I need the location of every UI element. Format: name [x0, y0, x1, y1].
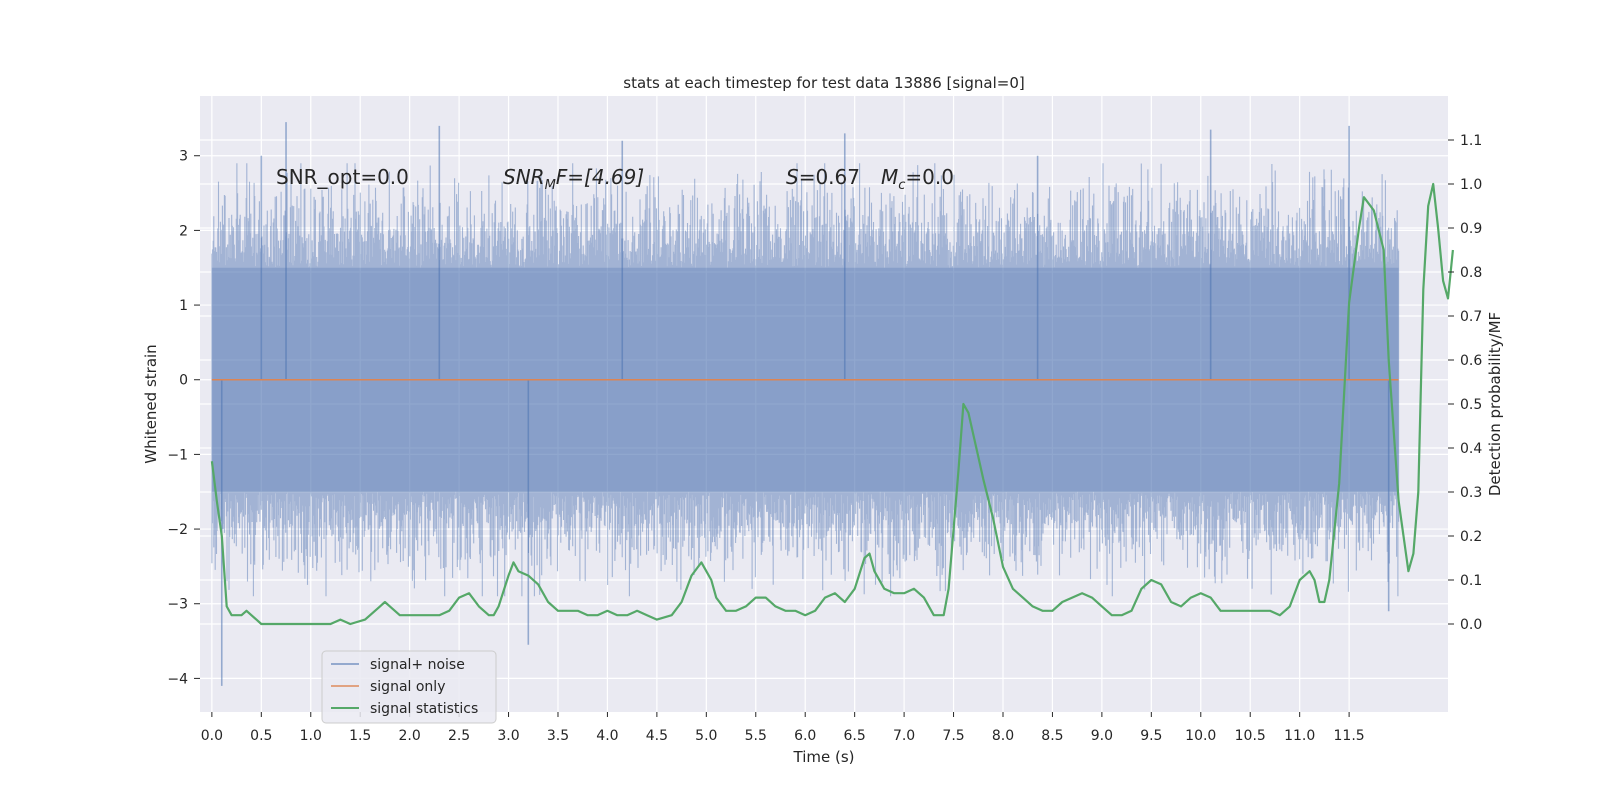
annotation-snr-mf: SNRMF=[4.69]: [503, 165, 644, 193]
y2-tick-label: 0.8: [1460, 265, 1482, 281]
grid: [200, 96, 1448, 712]
x-tick-label: 4.0: [596, 728, 618, 744]
x-tick-label: 2.0: [399, 728, 421, 744]
x-tick-label: 8.5: [1041, 728, 1063, 744]
y2-tick-label: 0.7: [1460, 309, 1482, 325]
y-axis-label: Whitened strain: [142, 344, 160, 463]
x-tick-label: 6.0: [794, 728, 816, 744]
legend-label-signal-noise: signal+ noise: [370, 657, 465, 673]
x-tick-label: 4.5: [646, 728, 668, 744]
y-tick-label: −4: [167, 671, 188, 687]
y-tick-label: 2: [179, 223, 188, 239]
x-tick-label: 3.5: [547, 728, 569, 744]
ticks: 0.0 0.5 1.0 1.5 2.0 2.5 3.0 3.5 4.0 4.5 5.0 5.5 6.0 6…: [167, 133, 1482, 744]
x-tick-label: 2.5: [448, 728, 470, 744]
annotation-row: SNR_opt=0.0 SNRMF=[4.69] S=0.67 Mc=0.0: [276, 165, 954, 193]
x-tick-label: 7.0: [893, 728, 915, 744]
series-signal-statistics: [210, 182, 1454, 626]
x-tick-label: 1.0: [300, 728, 322, 744]
noise-band: [211, 163, 1400, 597]
x-tick-label: 9.5: [1140, 728, 1162, 744]
legend: signal+ noise signal only signal statist…: [321, 650, 497, 724]
x-tick-label: 11.5: [1334, 728, 1365, 744]
x-tick-label: 3.0: [497, 728, 519, 744]
x-tick-label: 1.5: [349, 728, 371, 744]
annotation-chirp-mass: Mc=0.0: [881, 165, 954, 193]
y2-axis-label: Detection probability/MF: [1486, 312, 1504, 496]
y2-tick-label: 1.0: [1460, 177, 1482, 193]
y2-tick-label: 1.1: [1460, 133, 1482, 149]
legend-label-signal-only: signal only: [370, 679, 445, 695]
x-tick-label: 8.0: [992, 728, 1014, 744]
x-tick-label: 10.5: [1235, 728, 1266, 744]
y2-tick-label: 0.0: [1460, 617, 1482, 633]
y-tick-label: 3: [179, 149, 188, 165]
y-tick-label: −3: [167, 597, 188, 613]
annotation-s-value: S=0.67: [786, 165, 860, 189]
x-tick-label: 5.0: [695, 728, 717, 744]
y-tick-label: 1: [179, 298, 188, 314]
x-tick-label: 11.0: [1284, 728, 1315, 744]
x-tick-label: 7.5: [942, 728, 964, 744]
y2-tick-label: 0.4: [1460, 441, 1482, 457]
y2-tick-label: 0.2: [1460, 529, 1482, 545]
chart-title: stats at each timestep for test data 138…: [623, 74, 1024, 92]
x-tick-label: 9.0: [1091, 728, 1113, 744]
y2-tick-label: 0.6: [1460, 353, 1482, 369]
legend-box: [321, 650, 497, 724]
y2-tick-label: 0.3: [1460, 485, 1482, 501]
y2-tick-label: 0.9: [1460, 221, 1482, 237]
y2-tick-label: 0.5: [1460, 397, 1482, 413]
legend-label-signal-statistics: signal statistics: [370, 701, 478, 717]
x-tick-label: 0.0: [201, 728, 223, 744]
y-tick-label: −2: [167, 522, 188, 538]
x-tick-label: 5.5: [745, 728, 767, 744]
x-tick-label: 10.0: [1185, 728, 1216, 744]
y-tick-label: 0: [179, 373, 188, 389]
annotation-snr-opt: SNR_opt=0.0: [276, 165, 409, 189]
y-tick-label: −1: [167, 447, 188, 463]
y2-tick-label: 0.1: [1460, 573, 1482, 589]
x-tick-label: 6.5: [844, 728, 866, 744]
x-tick-label: 0.5: [250, 728, 272, 744]
x-axis-label: Time (s): [793, 748, 855, 766]
